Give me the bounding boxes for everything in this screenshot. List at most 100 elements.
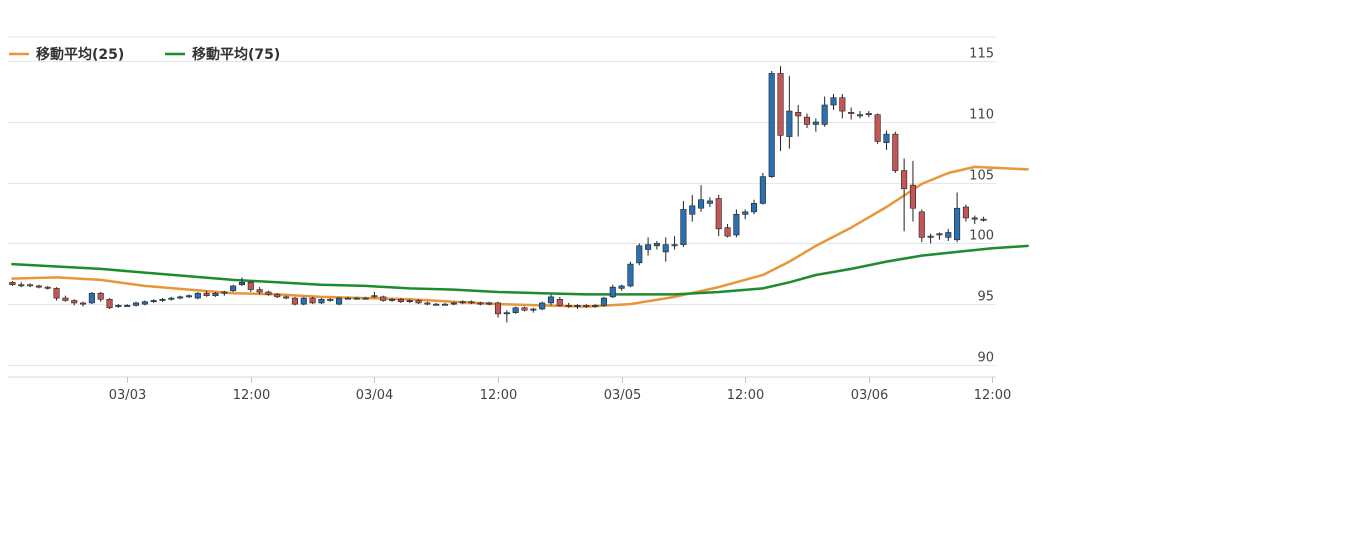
- candle-68: [609, 284, 616, 299]
- candle-56: [503, 310, 510, 323]
- candle-70: [627, 261, 634, 288]
- candle-body: [547, 296, 555, 304]
- candle-body: [274, 294, 281, 298]
- y-tick-labels: 90 95 100 105 110 115: [969, 47, 994, 366]
- candle-37: [336, 296, 343, 306]
- candle-body: [883, 133, 890, 143]
- candle-110: [980, 216, 987, 222]
- x-tick-labels: 03/03 12:00 03/04 12:00 03/05 12:00 03/06 12:00: [109, 377, 1011, 403]
- candle-30: [274, 293, 281, 299]
- legend-ma25-label: 移動平均(25): [36, 46, 124, 63]
- candle-51: [459, 300, 466, 305]
- candle-body: [327, 298, 334, 301]
- candle-body: [574, 305, 581, 307]
- legend-item-ma75[interactable]: 移動平均(75): [165, 46, 280, 63]
- candle-body: [865, 113, 872, 116]
- x-tick-label-5: 12:00: [727, 388, 764, 403]
- candle-67: [600, 296, 607, 307]
- candle-57: [512, 306, 519, 314]
- candle-83: [742, 209, 749, 220]
- candle-99: [883, 130, 890, 150]
- candle-body: [848, 111, 855, 114]
- candle-body: [777, 73, 784, 136]
- candle-79: [706, 197, 713, 207]
- candle-body: [194, 292, 201, 299]
- candles: [9, 66, 987, 323]
- candle-body: [380, 296, 387, 301]
- candle-93: [830, 94, 837, 110]
- candle-body: [291, 297, 298, 305]
- candle-body: [759, 176, 766, 204]
- candle-body: [874, 114, 881, 142]
- candle-100: [892, 131, 899, 173]
- candle-32: [291, 296, 298, 306]
- candle-body: [247, 281, 254, 290]
- candle-body: [512, 307, 519, 313]
- y-tick-label-90: 90: [977, 351, 994, 366]
- candle-35: [318, 298, 325, 305]
- candle-body: [44, 286, 51, 289]
- candle-55: [494, 301, 502, 318]
- candle-101: [901, 158, 908, 232]
- candle-11: [106, 298, 113, 309]
- candle-body: [18, 284, 25, 287]
- candle-62: [556, 296, 563, 307]
- candle-96: [856, 111, 864, 119]
- candle-54: [486, 301, 493, 306]
- candle-body: [238, 281, 246, 286]
- candle-27: [247, 281, 254, 292]
- candle-72: [645, 237, 652, 256]
- candle-89: [795, 105, 802, 137]
- candle-body: [397, 298, 404, 303]
- candle-64: [574, 304, 581, 309]
- candle-34: [309, 296, 316, 305]
- candle-body: [936, 233, 943, 236]
- y-tick-label-110: 110: [969, 108, 994, 123]
- candle-22: [203, 290, 210, 297]
- candle-body: [362, 297, 369, 300]
- candle-88: [786, 75, 793, 149]
- candle-108: [962, 204, 969, 222]
- candle-body: [185, 295, 193, 298]
- candle-body: [750, 203, 758, 213]
- candle-body: [415, 300, 422, 304]
- candle-105: [936, 232, 943, 240]
- candle-body: [459, 301, 466, 304]
- candle-103: [918, 209, 925, 243]
- candle-8: [80, 301, 87, 307]
- candle-body: [256, 289, 263, 293]
- candle-body: [803, 116, 811, 125]
- candle-body: [618, 285, 625, 289]
- candle-29: [265, 290, 272, 296]
- candle-body: [115, 305, 122, 307]
- candle-body: [856, 114, 864, 117]
- candle-1: [18, 282, 25, 288]
- candle-7: [71, 299, 78, 306]
- legend: 移動平均(25) 移動平均(75): [9, 46, 280, 63]
- candle-0: [9, 281, 16, 286]
- candle-body: [221, 291, 228, 294]
- candle-body: [945, 232, 952, 238]
- x-tick-label-6: 03/06: [851, 388, 888, 403]
- candle-body: [839, 97, 846, 112]
- candle-20: [185, 294, 193, 299]
- candle-body: [821, 104, 828, 125]
- legend-item-ma25[interactable]: 移動平均(25): [9, 46, 124, 63]
- candle-body: [9, 281, 16, 286]
- candle-body: [812, 121, 819, 125]
- candle-77: [689, 194, 696, 222]
- candle-78: [698, 185, 705, 212]
- candle-body: [97, 292, 104, 300]
- candle-42: [380, 295, 387, 302]
- candle-body: [786, 110, 793, 137]
- candle-94: [839, 94, 846, 119]
- candle-body: [371, 295, 378, 298]
- candle-body: [150, 300, 157, 303]
- candle-63: [565, 302, 572, 308]
- candle-body: [477, 302, 484, 305]
- candle-82: [733, 209, 740, 238]
- candle-body: [768, 73, 775, 177]
- candle-104: [927, 233, 934, 244]
- candle-90: [803, 113, 811, 129]
